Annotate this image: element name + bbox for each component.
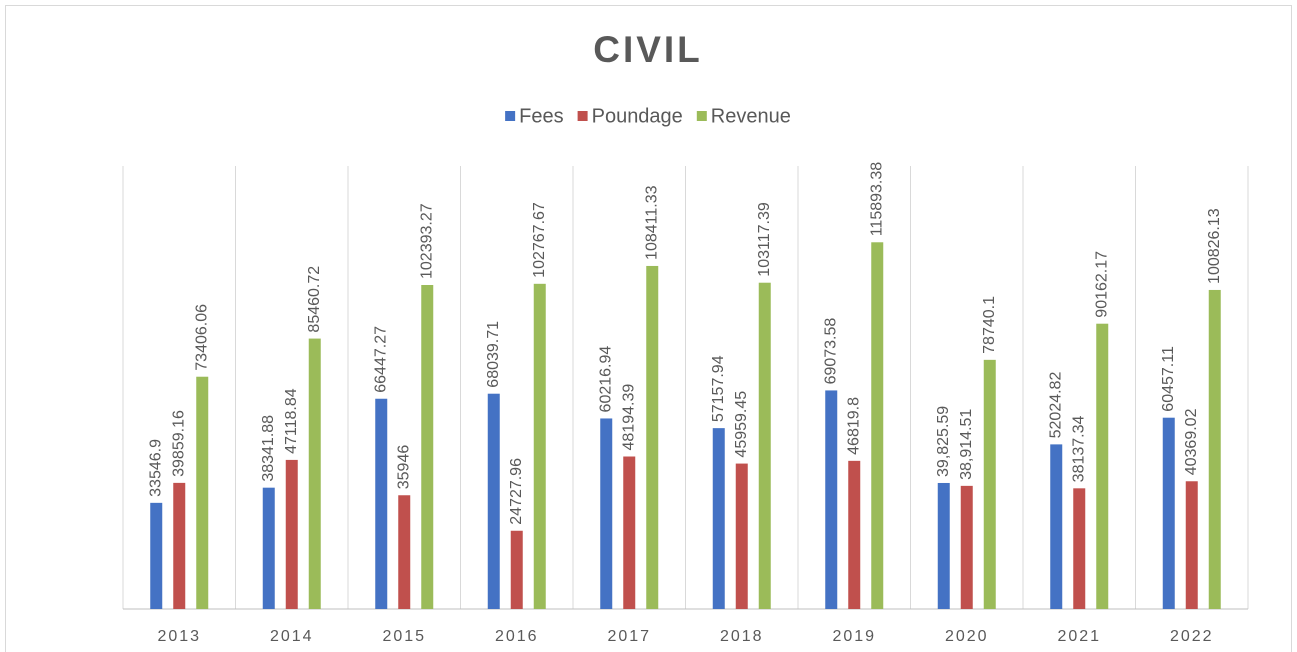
data-label: 60216.94 bbox=[597, 346, 614, 413]
bar bbox=[1050, 444, 1063, 609]
x-tick-label: 2018 bbox=[720, 628, 764, 645]
data-label: 66447.27 bbox=[372, 326, 389, 393]
data-label: 115893.38 bbox=[868, 162, 885, 237]
legend: Fees Poundage Revenue bbox=[505, 105, 791, 127]
data-label: 33546.9 bbox=[147, 439, 164, 497]
bar bbox=[150, 502, 163, 609]
data-label: 40369.02 bbox=[1183, 408, 1200, 475]
bar bbox=[623, 456, 636, 609]
bar bbox=[1162, 417, 1175, 609]
data-label: 102393.27 bbox=[418, 203, 435, 279]
data-label: 60457.11 bbox=[1160, 346, 1177, 412]
bar bbox=[871, 242, 884, 610]
legend-label: Fees bbox=[519, 105, 563, 127]
data-label: 39859.16 bbox=[170, 410, 187, 477]
bar bbox=[398, 495, 411, 609]
legend-swatch bbox=[577, 111, 588, 121]
bar bbox=[735, 463, 748, 609]
data-label: 38,914.51 bbox=[958, 409, 975, 480]
bar bbox=[712, 428, 725, 609]
bar bbox=[510, 530, 523, 609]
x-tick-label: 2014 bbox=[270, 628, 314, 645]
chart-title: CIVIL bbox=[593, 29, 703, 70]
bar bbox=[848, 460, 861, 609]
bar bbox=[375, 398, 388, 609]
bar bbox=[173, 482, 186, 609]
data-label: 39,825.59 bbox=[935, 406, 952, 477]
x-tick-label: 2022 bbox=[1170, 628, 1214, 645]
data-label: 90162.17 bbox=[1093, 251, 1110, 318]
data-label: 45959.45 bbox=[733, 391, 750, 458]
data-label: 52024.82 bbox=[1047, 372, 1064, 439]
data-label: 103117.39 bbox=[756, 202, 773, 277]
bar bbox=[600, 418, 613, 609]
data-label: 35946 bbox=[395, 445, 412, 490]
data-label: 69073.58 bbox=[822, 318, 839, 385]
bar bbox=[487, 393, 500, 609]
data-label: 68039.71 bbox=[485, 321, 502, 388]
data-label: 100826.13 bbox=[1206, 208, 1223, 284]
x-tick-label: 2020 bbox=[945, 628, 989, 645]
x-tick-label: 2017 bbox=[607, 628, 651, 645]
data-label: 48194.39 bbox=[620, 384, 637, 451]
bar bbox=[421, 284, 434, 609]
bar bbox=[285, 459, 298, 609]
x-tick-label: 2021 bbox=[1057, 628, 1101, 645]
data-label: 38137.34 bbox=[1070, 415, 1087, 482]
data-label: 38341.88 bbox=[260, 415, 277, 482]
data-label: 85460.72 bbox=[306, 266, 323, 333]
data-label: 46819.8 bbox=[845, 397, 862, 455]
x-tick-label: 2016 bbox=[495, 628, 539, 645]
data-label: 24727.96 bbox=[508, 458, 525, 525]
data-label: 57157.94 bbox=[710, 355, 727, 422]
legend-swatch bbox=[505, 111, 516, 121]
x-tick-label: 2015 bbox=[382, 628, 426, 645]
bar bbox=[533, 283, 546, 609]
bar bbox=[196, 376, 209, 609]
data-label: 102767.67 bbox=[531, 202, 548, 278]
legend-label: Poundage bbox=[592, 105, 683, 127]
x-tick-label: 2013 bbox=[157, 628, 201, 645]
bar bbox=[983, 359, 996, 609]
data-label: 47118.84 bbox=[283, 388, 300, 454]
bar bbox=[262, 487, 275, 609]
bar bbox=[825, 390, 838, 609]
bar bbox=[1096, 323, 1109, 609]
x-tick-label: 2019 bbox=[832, 628, 876, 645]
data-label: 78740.1 bbox=[981, 296, 998, 354]
bar bbox=[937, 482, 950, 609]
legend-label: Revenue bbox=[711, 105, 791, 127]
bar bbox=[308, 338, 321, 609]
data-label: 108411.33 bbox=[643, 185, 660, 260]
data-label: 73406.06 bbox=[193, 304, 210, 371]
bar bbox=[1073, 488, 1086, 609]
bar bbox=[1208, 289, 1221, 609]
bar bbox=[758, 282, 771, 609]
bar bbox=[960, 485, 973, 609]
bar bbox=[1185, 481, 1198, 609]
bar bbox=[646, 265, 659, 609]
legend-swatch bbox=[696, 111, 707, 121]
